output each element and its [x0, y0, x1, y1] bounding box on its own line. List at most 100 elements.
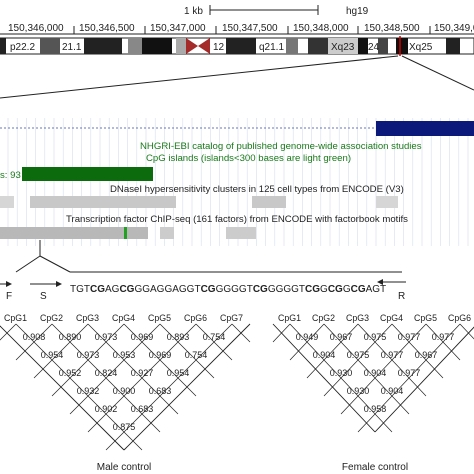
sequence-segment: TGT — [70, 284, 90, 295]
cpg-label: CpG3 — [76, 313, 99, 323]
ld-value: 0.973 — [95, 332, 118, 342]
ld-value: 0.973 — [77, 350, 100, 360]
ld-value: 0.969 — [131, 332, 154, 342]
primer-s-label: S — [40, 291, 47, 302]
cpg-label: CpG4 — [380, 313, 403, 323]
dnase-bar-1 — [0, 196, 14, 208]
ld-value: 0.975 — [347, 350, 370, 360]
matrix-gridline — [33, 323, 89, 379]
sequence-segment: CG — [305, 284, 320, 295]
ld-value: 0.754 — [185, 350, 208, 360]
matrix-male-control: CpG1 CpG2 CpG3 CpG4 CpG5 CpG6 CpG7 0.908 0.890 0.… — [0, 313, 251, 473]
ld-value: 0.908 — [23, 332, 46, 342]
track-area: NHGRI-EBI catalog of published genome-wi… — [0, 118, 474, 246]
matrix-gridline — [289, 323, 325, 361]
scale-label: 1 kb — [184, 6, 203, 17]
coord-7: 150,349,000 — [434, 23, 474, 34]
coord-4: 150,347,500 — [222, 23, 278, 34]
sequence-segment: GGAGGAGGT — [134, 284, 200, 295]
ld-value: 0.902 — [95, 404, 118, 414]
primer-r-label: R — [398, 291, 405, 302]
sequence-region: F S TGTCGAGCGGGAGGAGGTCGGGGGTCGGGGGTCGGC… — [0, 240, 406, 302]
sequence-segment: AGT — [366, 284, 387, 295]
sequence-segment: CG — [201, 284, 216, 295]
matrix-gridline — [323, 323, 393, 397]
matrix-gridline — [306, 323, 359, 379]
matrix-gridline — [459, 323, 474, 340]
dnase-bar-2 — [30, 196, 176, 208]
ld-value: 0.969 — [149, 350, 172, 360]
ld-value: 0.904 — [381, 386, 404, 396]
band-21-1: 21.1 — [62, 42, 82, 53]
sequence-segment: G — [320, 284, 328, 295]
sequence-text: TGTCGAGCGGGAGGAGGTCGGGGGTCGGGGGTCGGCGGCG… — [70, 284, 386, 295]
ld-value: 0.890 — [59, 332, 82, 342]
sequence-segment: AG — [105, 284, 120, 295]
gwas-track-label: NHGRI-EBI catalog of published genome-wi… — [140, 141, 422, 152]
ld-value: 0.954 — [167, 368, 190, 378]
band-p22-2: p22.2 — [10, 42, 35, 53]
cpg-label: CpG7 — [220, 313, 243, 323]
cpg-label: CpG5 — [148, 313, 171, 323]
ld-value: 0.953 — [113, 350, 136, 360]
ld-value: 0.900 — [113, 386, 136, 396]
ld-value: 0.958 — [364, 404, 387, 414]
ld-value: 0.904 — [313, 350, 336, 360]
ld-value: 0.930 — [330, 368, 353, 378]
band-12: 12 — [213, 42, 225, 53]
matrix-gridline — [15, 323, 143, 451]
matrix-gridline — [391, 323, 444, 379]
cpg-label: CpG6 — [448, 313, 471, 323]
ld-value: 0.977 — [381, 350, 404, 360]
scale-bar: 1 kb hg19 — [184, 5, 369, 17]
cpg-track-label: CpG islands (islands<300 bases are light… — [146, 153, 351, 164]
sequence-segment: GGGGT — [268, 284, 305, 295]
dnase-track-label: DNaseI hypersensitivity clusters in 125 … — [110, 184, 404, 195]
ld-value: 0.977 — [398, 368, 421, 378]
ld-value: 0.975 — [364, 332, 387, 342]
matrix-gridline — [105, 323, 233, 451]
ld-value: 0.967 — [415, 350, 438, 360]
coord-5: 150,348,000 — [293, 23, 349, 34]
tfbs-motif-mark — [124, 227, 127, 239]
cpg-label: CpG4 — [112, 313, 135, 323]
ld-value: 0.967 — [330, 332, 353, 342]
coord-2: 150,346,500 — [79, 23, 135, 34]
tfbs-track-label: Transcription factor ChIP-seq (161 facto… — [66, 214, 408, 225]
ld-value: 0.927 — [131, 368, 154, 378]
primer-f-label: F — [6, 291, 12, 302]
cpg-label: CpG3 — [346, 313, 369, 323]
ld-value: 0.904 — [364, 368, 387, 378]
ld-value: 0.977 — [398, 332, 421, 342]
sequence-segment: CG — [351, 284, 366, 295]
cpg-island-bar — [22, 167, 153, 181]
coord-1: 150,346,000 — [8, 23, 64, 34]
dnase-bar-3 — [252, 196, 286, 208]
cpg-label: CpG1 — [278, 313, 301, 323]
sequence-segment: GGGGT — [216, 284, 253, 295]
gwas-feature-bar — [376, 121, 474, 136]
tfbs-bar-2 — [160, 227, 174, 239]
ld-value: 0.683 — [131, 404, 154, 414]
matrix-caption: Male control — [97, 462, 151, 473]
cpg-label: CpG5 — [414, 313, 437, 323]
matrix-female-control: CpG1 CpG2 CpG3 CpG4 CpG5 CpG6 0.949 0.967 0.975 0… — [272, 313, 474, 473]
ld-value: 0.977 — [432, 332, 455, 342]
cpg-count-label: s: 93 — [0, 170, 21, 181]
ld-value: 0.952 — [59, 368, 82, 378]
coordinate-ruler: 150,346,000 150,346,500 150,347,000 150,… — [0, 23, 474, 35]
matrix-edge — [374, 326, 474, 433]
ld-value: 0.875 — [113, 422, 136, 432]
matrix-caption: Female control — [342, 462, 408, 473]
sequence-segment: CG — [119, 284, 134, 295]
matrix-gridline — [340, 323, 427, 415]
matrix-gridline — [159, 323, 215, 379]
tfbs-bar-1 — [0, 227, 148, 239]
matrix-gridline — [272, 323, 291, 343]
ld-value: 0.754 — [203, 332, 226, 342]
band-24: 24 — [368, 42, 380, 53]
matrix-gridline — [357, 323, 461, 433]
matrix-gridline — [69, 323, 161, 415]
band-xq25: Xq25 — [409, 42, 433, 53]
